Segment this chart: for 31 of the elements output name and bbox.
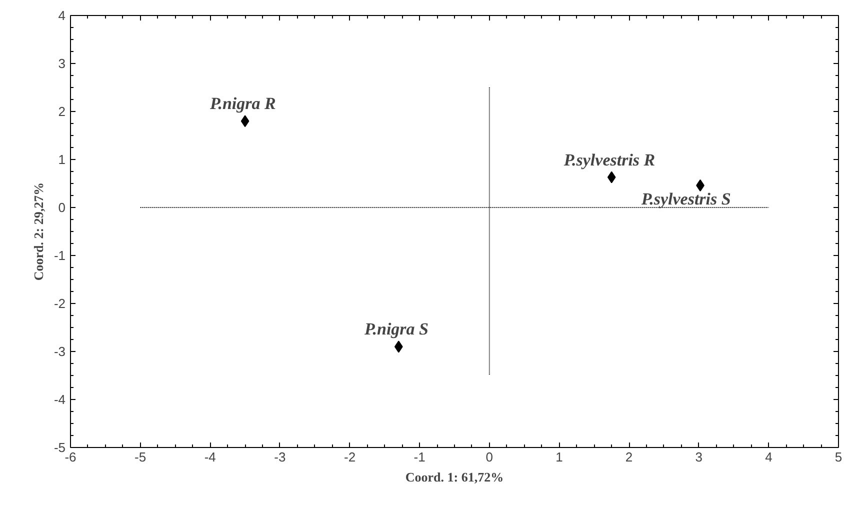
y-tick-label: 0 — [58, 200, 66, 215]
annotation: P.nigra R — [209, 94, 276, 114]
x-tick-label: -4 — [204, 450, 216, 464]
y-tick-label: -3 — [54, 344, 66, 359]
x-tick-label: 2 — [625, 450, 633, 464]
y-tick-label: 4 — [58, 8, 66, 23]
annotation: P.sylvestris S — [640, 189, 731, 208]
point — [394, 340, 403, 353]
y-tick-label: 1 — [58, 152, 66, 167]
x-tick-label: 3 — [695, 450, 702, 464]
x-tick-label: -1 — [414, 450, 426, 464]
point — [240, 115, 250, 128]
annotation: P.nigra S — [364, 320, 429, 339]
y-tick-label: -2 — [54, 296, 66, 311]
y-tick-label: -4 — [54, 392, 66, 407]
point — [607, 171, 616, 184]
x-tick-label: -5 — [134, 450, 146, 464]
y-tick-label: -1 — [54, 248, 66, 263]
y-axis-title: Coord. 2: 29,27% — [30, 182, 46, 281]
x-tick-label: 5 — [834, 450, 842, 464]
y-tick-label: 3 — [58, 56, 66, 71]
x-tick-label: -3 — [274, 450, 286, 464]
y-tick-label: -5 — [54, 440, 66, 455]
x-tick-label: 1 — [556, 450, 563, 464]
annotation: P.sylvestris R — [562, 150, 656, 170]
x-tick-label: -2 — [344, 450, 356, 464]
x-tick-label: -6 — [64, 450, 76, 464]
y-tick-label: 2 — [58, 104, 66, 119]
x-tick-label: 0 — [486, 450, 494, 464]
x-axis-title: Coord. 1: 61,72% — [405, 470, 504, 484]
x-tick-label: 4 — [765, 450, 772, 464]
